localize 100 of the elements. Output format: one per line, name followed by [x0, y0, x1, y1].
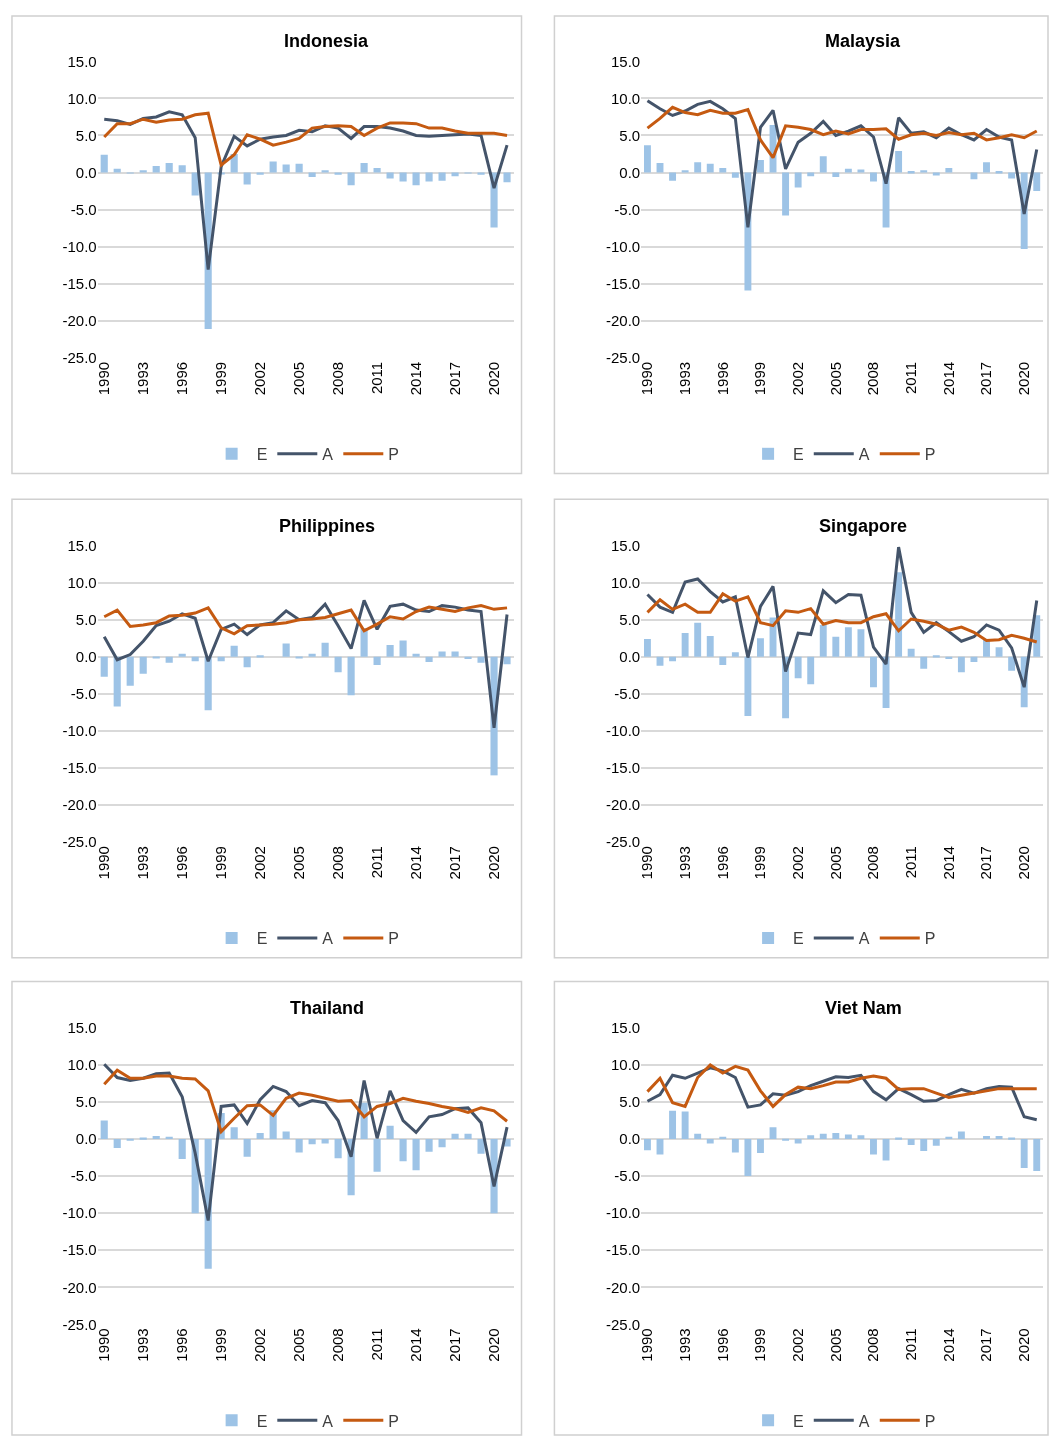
chart-title: Malaysia: [825, 31, 902, 51]
x-tick-label: 2020: [1015, 846, 1033, 880]
x-tick-label: 2011: [902, 361, 920, 395]
bar: [1033, 172, 1041, 192]
bar: [321, 170, 329, 173]
y-tick-label: -5.0: [70, 200, 97, 218]
bar: [386, 1125, 394, 1140]
y-tick-label: 15.0: [610, 1019, 641, 1037]
bar: [373, 656, 381, 665]
bar: [425, 656, 433, 662]
x-tick-label: 2011: [367, 1328, 385, 1361]
bar: [945, 656, 953, 660]
bar: [945, 168, 953, 173]
y-tick-label: 15.0: [610, 536, 641, 554]
y-tick-label: -5.0: [614, 1167, 641, 1185]
bar: [782, 1138, 790, 1141]
bar: [126, 656, 134, 686]
x-tick-label: 2002: [251, 361, 269, 396]
legend-label: E: [793, 446, 804, 464]
y-tick-label: 0.0: [619, 648, 641, 666]
bar: [334, 1139, 342, 1159]
y-tick-label: -20.0: [605, 312, 641, 330]
bar: [1020, 1139, 1028, 1168]
x-tick-label: 1999: [212, 846, 230, 880]
chart-title: Philippines: [279, 516, 376, 536]
y-tick-label: 10.0: [610, 1056, 641, 1074]
legend-label: A: [322, 1412, 334, 1430]
y-tick-label: -25.0: [62, 833, 97, 851]
x-tick-label: 2005: [290, 361, 308, 396]
x-tick-label: 2005: [826, 1328, 844, 1362]
y-tick-label: -20.0: [62, 312, 97, 330]
bar: [844, 1134, 852, 1140]
y-tick-label: 5.0: [75, 126, 97, 144]
bar: [794, 656, 802, 679]
x-tick-label: 1990: [638, 846, 656, 880]
bar: [794, 1139, 802, 1144]
x-tick-label: 2017: [445, 846, 463, 880]
x-tick-label: 2014: [406, 361, 424, 396]
x-tick-label: 1996: [173, 1328, 191, 1362]
x-tick-label: 2011: [902, 846, 920, 879]
y-tick-label: -5.0: [70, 1167, 97, 1185]
bar: [744, 1139, 752, 1177]
x-tick-label: 2014: [939, 1328, 957, 1362]
legend-label: E: [256, 1412, 268, 1430]
y-tick-label: -10.0: [605, 1204, 641, 1222]
y-tick-label: -15.0: [605, 274, 641, 292]
bar: [412, 172, 420, 186]
y-tick-label: -25.0: [605, 1315, 641, 1333]
bar: [681, 1111, 689, 1140]
x-tick-label: 2020: [484, 1328, 502, 1362]
y-tick-label: 15.0: [610, 52, 641, 70]
bar: [932, 1139, 940, 1146]
bar: [970, 656, 978, 662]
x-tick-label: 2008: [864, 361, 882, 396]
y-tick-label: 5.0: [619, 610, 641, 628]
bar: [932, 172, 940, 176]
bar: [819, 156, 827, 173]
bar: [957, 656, 965, 673]
bar: [669, 172, 677, 181]
bar: [464, 656, 472, 660]
bar: [282, 164, 290, 173]
x-tick-label: 2005: [290, 1328, 308, 1362]
legend-label: P: [388, 1412, 399, 1430]
legend-label: P: [924, 446, 936, 464]
bar: [995, 647, 1003, 657]
bar: [757, 1139, 764, 1154]
legend-label: P: [388, 930, 399, 948]
bar: [644, 145, 651, 173]
legend-label: P: [388, 446, 399, 464]
bar: [983, 639, 990, 657]
bar: [126, 1138, 134, 1141]
bar: [819, 624, 827, 657]
x-tick-label: 1996: [713, 361, 731, 396]
y-tick-label: 0.0: [619, 1130, 641, 1148]
x-tick-label: 2002: [251, 846, 269, 880]
bar: [178, 165, 186, 173]
bar: [782, 172, 790, 216]
bar: [451, 1133, 459, 1140]
x-tick-label: 1993: [134, 1328, 152, 1362]
x-tick-label: 1999: [212, 361, 230, 396]
bar: [1008, 656, 1016, 671]
line-series: [645, 592, 1039, 644]
bar: [719, 168, 727, 173]
x-tick-label: 1999: [751, 846, 769, 880]
bar: [139, 656, 147, 674]
bar: [243, 1139, 251, 1157]
bar: [451, 172, 459, 177]
line-series: [645, 545, 1039, 689]
x-tick-label: 2020: [1015, 361, 1033, 396]
bar: [694, 162, 702, 173]
x-tick-label: 1996: [713, 846, 731, 880]
bar: [807, 1135, 815, 1140]
bar: [269, 161, 277, 173]
x-tick-label: 2002: [789, 361, 807, 396]
y-tick-label: -5.0: [614, 685, 641, 703]
bar: [719, 1136, 727, 1140]
y-tick-label: -15.0: [62, 1241, 97, 1259]
x-tick-label: 2008: [864, 1328, 882, 1362]
chart-title: Thailand: [290, 998, 365, 1018]
line-series: [102, 604, 509, 636]
